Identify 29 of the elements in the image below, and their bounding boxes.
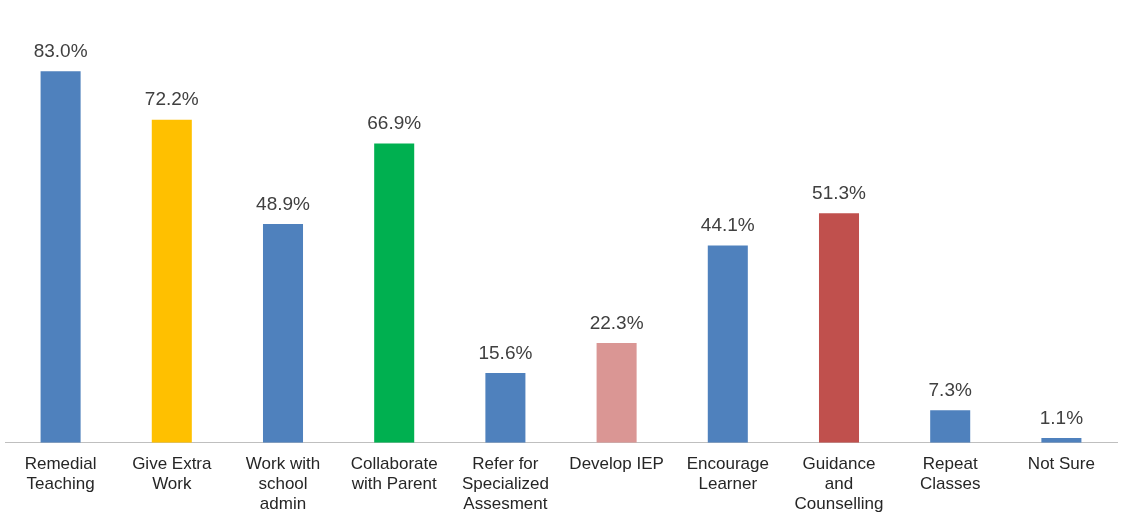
data-label: 72.2% [144,88,199,110]
bar [707,245,748,443]
x-tick-label: Develop IEP [569,453,664,473]
bar [151,119,192,443]
data-label: 7.3% [928,378,972,400]
x-tick-label: Encourage Learner [686,453,769,494]
x-tick-label: Not Sure [1027,453,1095,473]
data-label: 15.6% [478,341,533,363]
x-tick-label: Remedial Teaching [24,453,97,494]
data-label: 83.0% [33,40,88,62]
x-tick-label: Work with school admin [245,453,321,514]
data-label: 66.9% [367,112,422,134]
x-tick-label: Collaborate with Parent [350,453,438,494]
bar [596,343,637,443]
bar [930,410,971,443]
bar [485,372,526,443]
data-label: 51.3% [812,181,867,203]
x-tick-label: Refer for Specialized Assesment [461,453,549,514]
bar [374,143,415,443]
x-tick-label: Repeat Classes [919,453,981,494]
x-tick-label: Give Extra Work [132,453,213,494]
x-tick-label: Guidance and Counselling [794,453,884,514]
data-label: 44.1% [700,214,755,236]
data-label: 48.9% [256,192,311,214]
bar [818,213,860,443]
data-label: 1.1% [1039,406,1084,428]
bar [40,71,81,443]
data-label: 22.3% [589,311,644,333]
bar [262,223,304,443]
